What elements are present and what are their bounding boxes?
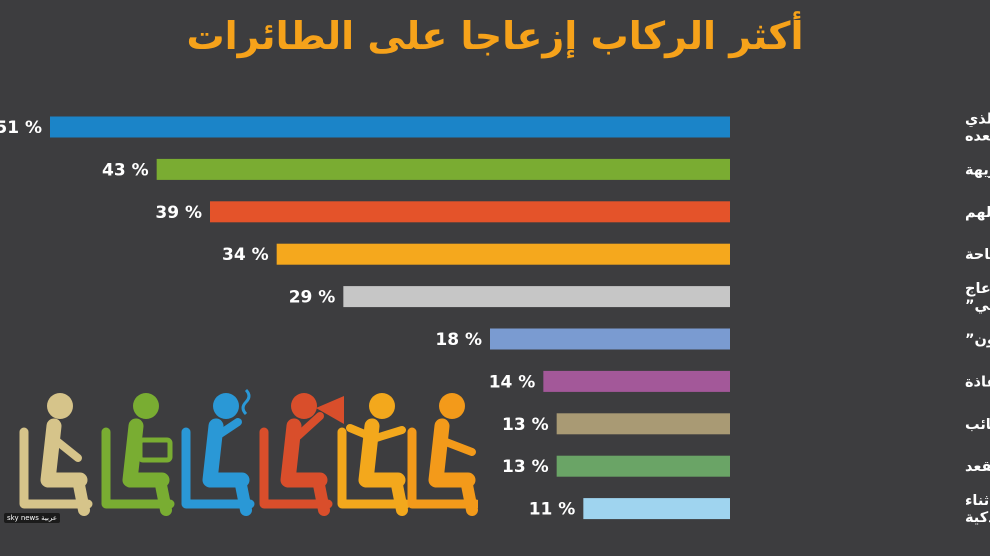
category-label-7: تناول الأطعمة ذات الرائحة النفاذة	[965, 372, 990, 390]
value-label-2: 43 %	[102, 160, 149, 180]
value-label-7: 14 %	[489, 372, 536, 392]
value-label-1: 51 %	[0, 118, 42, 138]
category-label-9: الإساءة استخدام مسند ذراع المقعد	[965, 459, 990, 475]
value-label-8: 13 %	[502, 415, 549, 435]
person-seated-icon	[19, 393, 93, 516]
bar-2	[156, 158, 730, 180]
bar-5	[343, 286, 730, 308]
bar-10	[583, 498, 730, 520]
category-label-1-line-2: يجذب مقعدك لكي ينهض من مقعده	[965, 129, 990, 145]
value-label-3: 39 %	[155, 203, 202, 223]
category-label-3: الآباء غير المبالين بأطفالهم	[965, 203, 990, 221]
person-megaphone-icon	[259, 393, 344, 516]
person-laptop-icon	[101, 393, 175, 516]
person-arms-out-icon	[337, 393, 411, 516]
bar-9	[556, 455, 730, 477]
chart-title: أكثر الركاب إزعاجا على الطائرات	[186, 14, 804, 58]
bar-3	[210, 201, 730, 223]
bar-6	[490, 328, 730, 350]
category-label-10-line-1: عدم الالتزام بخاصية الطيران أثناء	[965, 491, 990, 509]
category-label-1-line-1: المسافر الذي يركل المقعد أو الذي	[965, 110, 990, 129]
value-label-5: 29 %	[289, 288, 336, 308]
value-label-10: 11 %	[529, 500, 576, 520]
passenger-figures	[19, 388, 478, 516]
category-label-4: منتهكو خصوصية المساحة	[965, 247, 990, 263]
category-label-10-line-2: استخدام الهواتف الذكية	[965, 510, 990, 526]
bar-1	[50, 116, 730, 138]
value-label-6: 18 %	[435, 330, 482, 350]
category-label-5-line-2: الصوتي”	[965, 298, 990, 314]
category-label-6: متجاوزو الصفوف “القافزون”	[965, 332, 990, 348]
value-label-4: 34 %	[222, 245, 269, 265]
bar-7	[543, 370, 730, 392]
category-label-8: الإساءة باستخدام الحقائب	[965, 417, 990, 433]
bar-4	[276, 243, 730, 265]
category-label-5-line-1: المتحدثون بصوت عال “الإزعاج	[965, 281, 990, 297]
value-label-9: 13 %	[502, 457, 549, 477]
sky-news-logo: sky news عربية	[4, 513, 61, 523]
person-shouting-icon	[181, 388, 255, 516]
bar-8	[556, 413, 730, 435]
person-kicking-icon	[407, 393, 478, 516]
category-label-2: المسافر ذو الرائحة الكريهة	[965, 162, 990, 178]
